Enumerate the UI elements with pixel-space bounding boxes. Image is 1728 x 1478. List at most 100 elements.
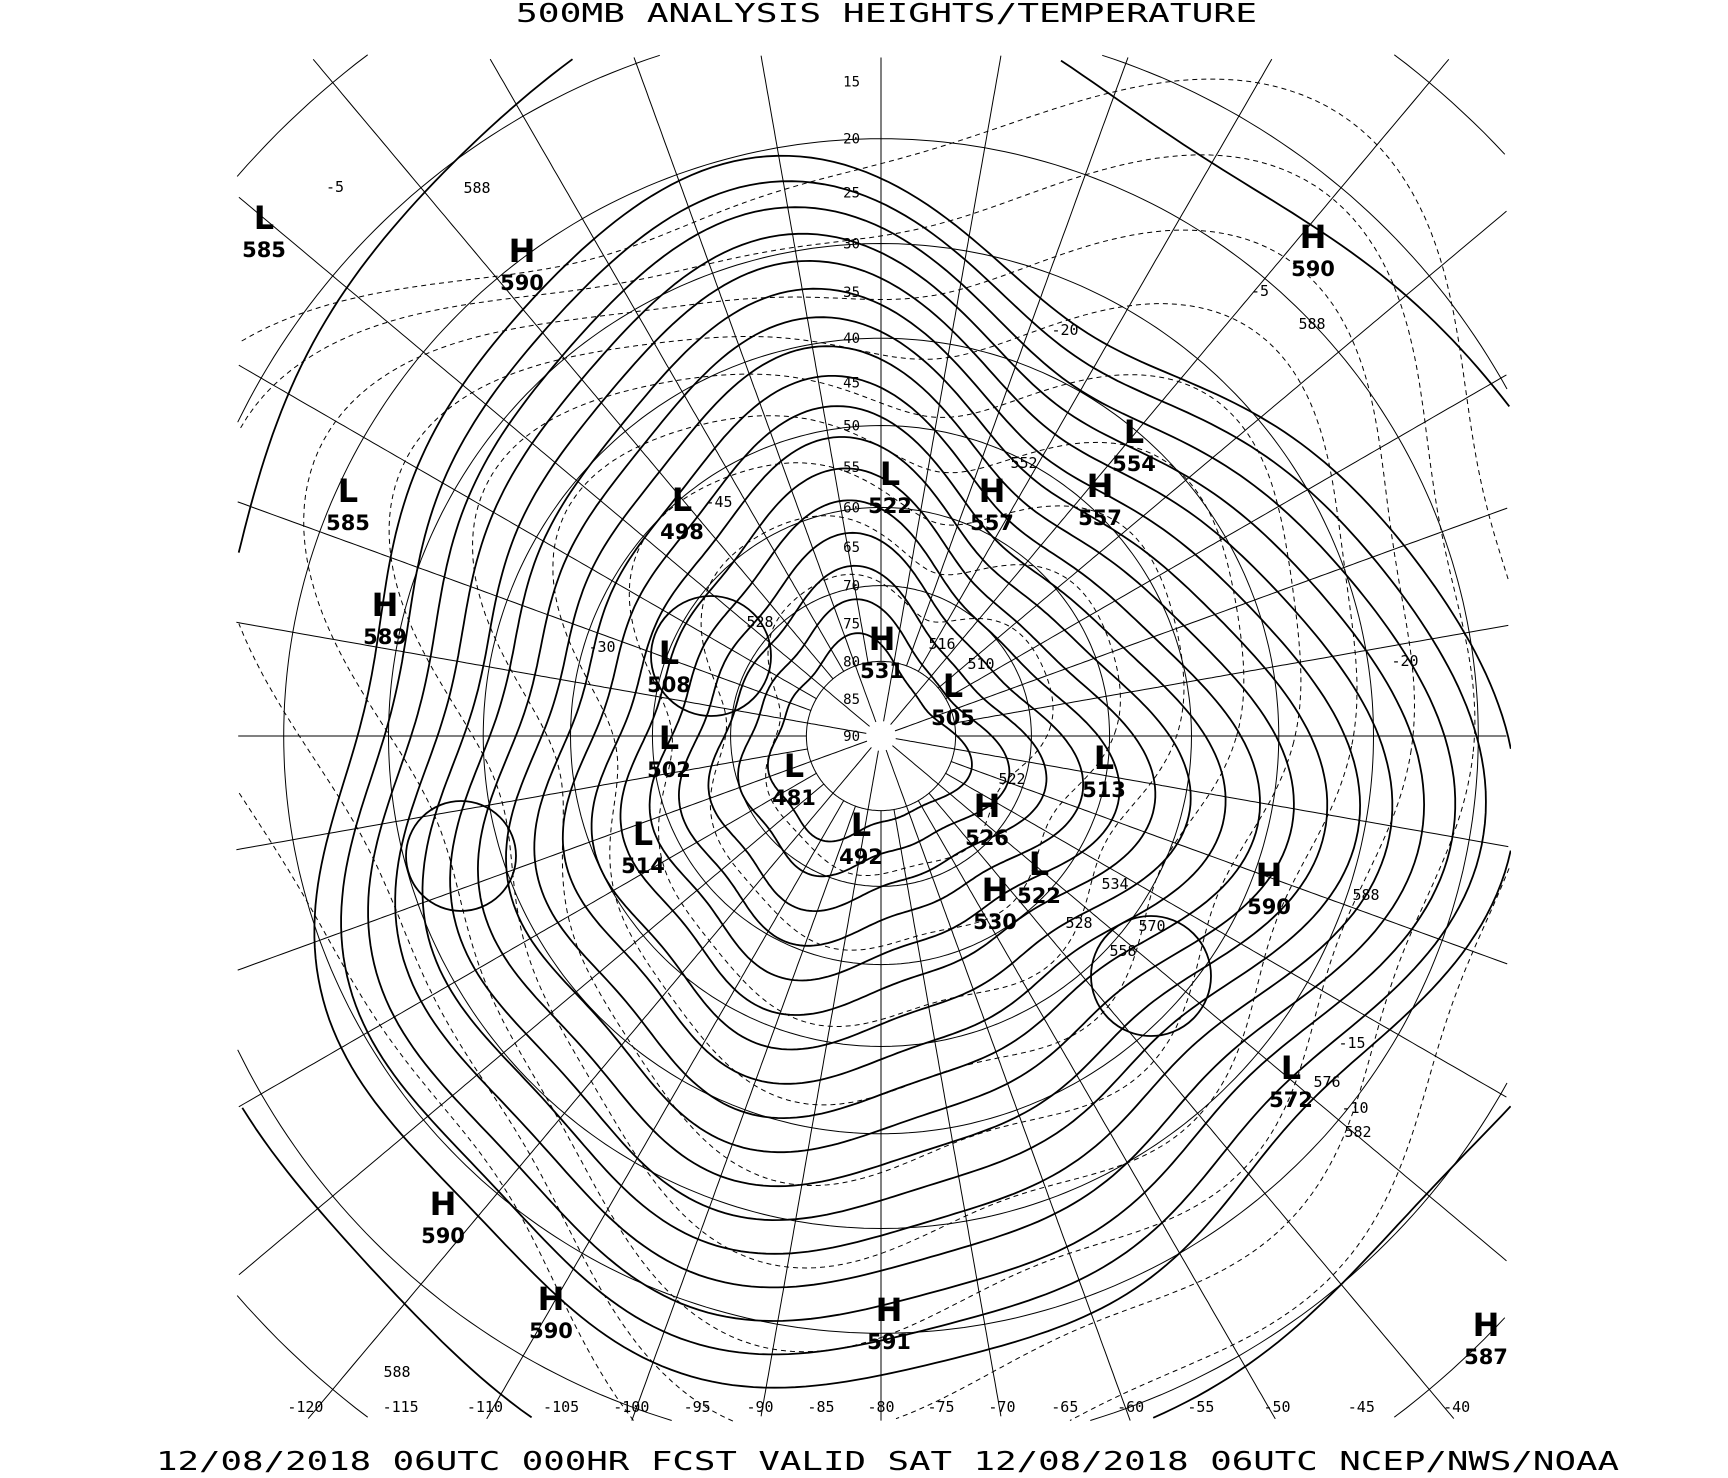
center-value: 505	[931, 706, 975, 730]
meridian-line	[312, 58, 834, 680]
meridian-line	[238, 196, 870, 727]
map-footer: 12/08/2018 06UTC 000HR FCST VALID SAT 12…	[156, 1447, 1619, 1477]
meridian-line	[885, 749, 1131, 1421]
longitude-label: -100	[613, 1398, 649, 1416]
contour-label: -15	[1338, 1034, 1365, 1052]
meridian-line	[489, 58, 845, 672]
contour-label: 528	[746, 613, 773, 631]
center-letter: H	[979, 472, 1006, 510]
longitude-label: -45	[1348, 1398, 1375, 1416]
center-letter: H	[974, 787, 1001, 825]
center-letter: L	[784, 747, 804, 785]
center-value: 492	[839, 845, 883, 869]
longitude-label: -65	[1051, 1398, 1078, 1416]
longitude-label: -85	[807, 1398, 834, 1416]
height-contour	[648, 499, 1121, 982]
contour-label: -10	[1341, 1099, 1368, 1117]
meridian-line	[883, 55, 1002, 722]
contour-label: -5	[1251, 282, 1269, 300]
contour-label: 558	[1109, 942, 1136, 960]
meridian-line	[906, 57, 1129, 667]
latitude-label: 30	[843, 237, 860, 253]
center-value: 508	[647, 673, 691, 697]
latitude-label: 20	[843, 132, 860, 148]
center-value: 498	[660, 520, 704, 544]
meridian-line	[236, 621, 867, 734]
height-contour	[650, 595, 772, 717]
latitude-circle	[237, 54, 1508, 1421]
center-value: 530	[973, 910, 1017, 934]
center-value: 585	[326, 511, 370, 535]
center-letter: L	[1124, 413, 1144, 451]
latitude-label: 60	[843, 500, 860, 516]
center-letter: H	[876, 1291, 903, 1329]
latitude-label: 25	[843, 186, 860, 202]
center-value: 481	[772, 786, 816, 810]
height-contour	[707, 564, 1048, 913]
height-contour	[340, 180, 1487, 1356]
height-contour	[561, 405, 1227, 1085]
height-contour	[237, 58, 1511, 1419]
contour-label: 588	[1352, 886, 1379, 904]
longitude-label: -120	[287, 1398, 323, 1416]
center-value: 502	[647, 758, 691, 782]
center-value: 557	[1078, 506, 1122, 530]
latitude-circle	[805, 660, 957, 812]
center-value: 587	[1464, 1345, 1508, 1369]
center-letter: H	[509, 232, 536, 270]
center-letter: H	[372, 586, 399, 624]
meridian-line	[945, 374, 1507, 700]
contour-label: 588	[383, 1363, 410, 1381]
center-letter: L	[943, 667, 963, 705]
latitude-label: 65	[843, 540, 860, 556]
contour-label: 588	[463, 179, 490, 197]
height-contour	[367, 206, 1457, 1322]
center-value: 514	[621, 854, 665, 878]
meridian-line	[237, 740, 868, 971]
contour-label: 534	[1101, 875, 1128, 893]
height-contours	[237, 58, 1511, 1419]
meridian-line	[631, 805, 856, 1421]
height-contour	[619, 467, 1157, 1016]
contour-label: -45	[705, 493, 732, 511]
height-contour	[476, 316, 1329, 1188]
meridian-line	[894, 507, 1508, 732]
center-value: 526	[965, 826, 1009, 850]
longitude-label: -40	[1443, 1398, 1470, 1416]
contour-label: -20	[1391, 652, 1418, 670]
center-value: 522	[1017, 884, 1061, 908]
center-letter: L	[659, 719, 679, 757]
center-letter: L	[633, 815, 653, 853]
center-letter: H	[1087, 467, 1114, 505]
center-letter: H	[430, 1185, 457, 1223]
height-contour	[677, 531, 1084, 947]
latitude-label: 75	[843, 617, 860, 633]
longitude-label: -95	[684, 1398, 711, 1416]
height-contour	[737, 598, 1011, 878]
temperature-contour	[303, 229, 1416, 1353]
temperature-contour	[388, 303, 1358, 1269]
longitude-label: -75	[927, 1398, 954, 1416]
latitude-label: 80	[843, 654, 860, 670]
latitude-label: 40	[843, 331, 860, 347]
contour-label: 570	[1138, 917, 1165, 935]
contour-label: 516	[928, 635, 955, 653]
center-letter: H	[1473, 1306, 1500, 1344]
center-letter: L	[659, 634, 679, 672]
longitude-label: -80	[867, 1398, 894, 1416]
height-contour	[449, 287, 1362, 1222]
contour-label: -30	[588, 638, 615, 656]
center-value: 554	[1112, 452, 1156, 476]
height-contour	[533, 375, 1261, 1120]
center-value: 522	[868, 494, 912, 518]
contour-label: 528	[1065, 914, 1092, 932]
